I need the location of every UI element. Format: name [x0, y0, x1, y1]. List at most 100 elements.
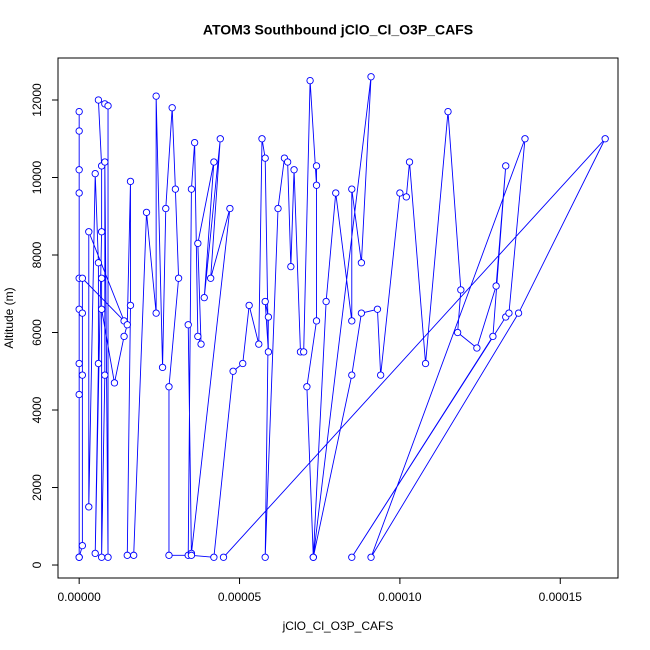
data-point [502, 162, 510, 170]
data-point [94, 96, 103, 104]
data-point [152, 309, 160, 317]
x-tick-label: 0.00005 [218, 590, 262, 604]
data-point [197, 340, 205, 348]
data-point [377, 371, 385, 379]
data-point [421, 359, 430, 368]
data-point [357, 259, 366, 267]
y-tick-label: 4000 [30, 396, 44, 423]
data-point [274, 204, 282, 213]
data-point [514, 309, 523, 317]
chart-title: ATOM3 Southbound jClO_Cl_O3P_CAFS [203, 22, 473, 38]
data-point [85, 228, 93, 236]
data-point [104, 102, 112, 110]
data-point [123, 551, 131, 559]
data-point [78, 541, 87, 550]
data-point [521, 135, 529, 143]
data-point [162, 204, 170, 213]
data-point [287, 262, 295, 271]
data-point [312, 317, 321, 325]
data-point [255, 340, 263, 348]
data-point [332, 189, 340, 197]
data-point [373, 305, 382, 313]
data-point [300, 348, 308, 356]
data-point [101, 158, 109, 166]
data-point [309, 553, 317, 561]
data-point [396, 189, 404, 197]
data-point [264, 313, 273, 321]
y-tick-label: 6000 [30, 319, 44, 346]
data-point [245, 301, 253, 310]
data-point [142, 208, 151, 217]
data-point [473, 344, 481, 352]
data-point [290, 166, 298, 174]
y-tick-label: 0 [30, 561, 44, 568]
data-point [312, 181, 321, 189]
data-point [303, 383, 311, 391]
data-point [348, 553, 356, 561]
x-tick-label: 0.00010 [378, 590, 422, 604]
data-line [78, 76, 606, 558]
data-point [75, 127, 83, 135]
data-point [190, 138, 199, 147]
data-point [187, 185, 196, 193]
y-tick-label: 12000 [30, 83, 44, 117]
data-point [187, 551, 196, 559]
data-point [402, 193, 410, 201]
data-point [322, 297, 330, 306]
data-point [210, 553, 218, 561]
data-point [101, 371, 109, 379]
data-point [94, 259, 103, 267]
data-point [229, 367, 237, 375]
data-point [97, 274, 106, 282]
data-point [492, 282, 500, 290]
data-point [126, 301, 135, 310]
data-point [104, 553, 112, 561]
data-point [97, 553, 106, 561]
data-point [152, 92, 160, 100]
data-point [75, 359, 83, 368]
data-point [601, 135, 609, 143]
data-point [357, 309, 366, 317]
data-point [348, 185, 356, 193]
data-point [78, 274, 87, 282]
data-point [126, 177, 135, 186]
data-point [110, 379, 119, 387]
data-point [207, 274, 215, 282]
data-point [444, 107, 452, 116]
data-point [174, 274, 183, 282]
data-point [264, 348, 273, 356]
data-point [312, 162, 321, 170]
data-point [200, 293, 208, 302]
data-point [216, 135, 224, 143]
data-point [120, 332, 128, 341]
y-tick-label: 8000 [30, 241, 44, 268]
data-point [219, 553, 228, 561]
data-point [97, 228, 106, 236]
data-point [158, 363, 167, 372]
data-point [91, 169, 99, 178]
data-point [258, 135, 266, 143]
x-tick-label: 0.00015 [539, 590, 583, 604]
data-point [283, 158, 292, 166]
data-point [261, 297, 269, 306]
data-point [78, 371, 87, 379]
data-point [184, 321, 192, 329]
data-point [168, 104, 176, 112]
data-point [348, 317, 356, 325]
data-point [505, 309, 513, 317]
data-point [75, 553, 83, 561]
y-tick-label: 2000 [30, 474, 44, 501]
data-point [75, 189, 83, 197]
data-point [75, 390, 83, 399]
data-point [367, 553, 375, 561]
x-axis-label: jClO_Cl_O3P_CAFS [282, 619, 394, 633]
data-point [78, 309, 87, 317]
data-point [457, 286, 465, 294]
data-point [489, 332, 497, 341]
data-point [91, 549, 99, 558]
y-tick-label: 10000 [30, 161, 44, 195]
data-point [367, 73, 375, 81]
data-point [165, 383, 173, 391]
data-point [194, 239, 202, 248]
